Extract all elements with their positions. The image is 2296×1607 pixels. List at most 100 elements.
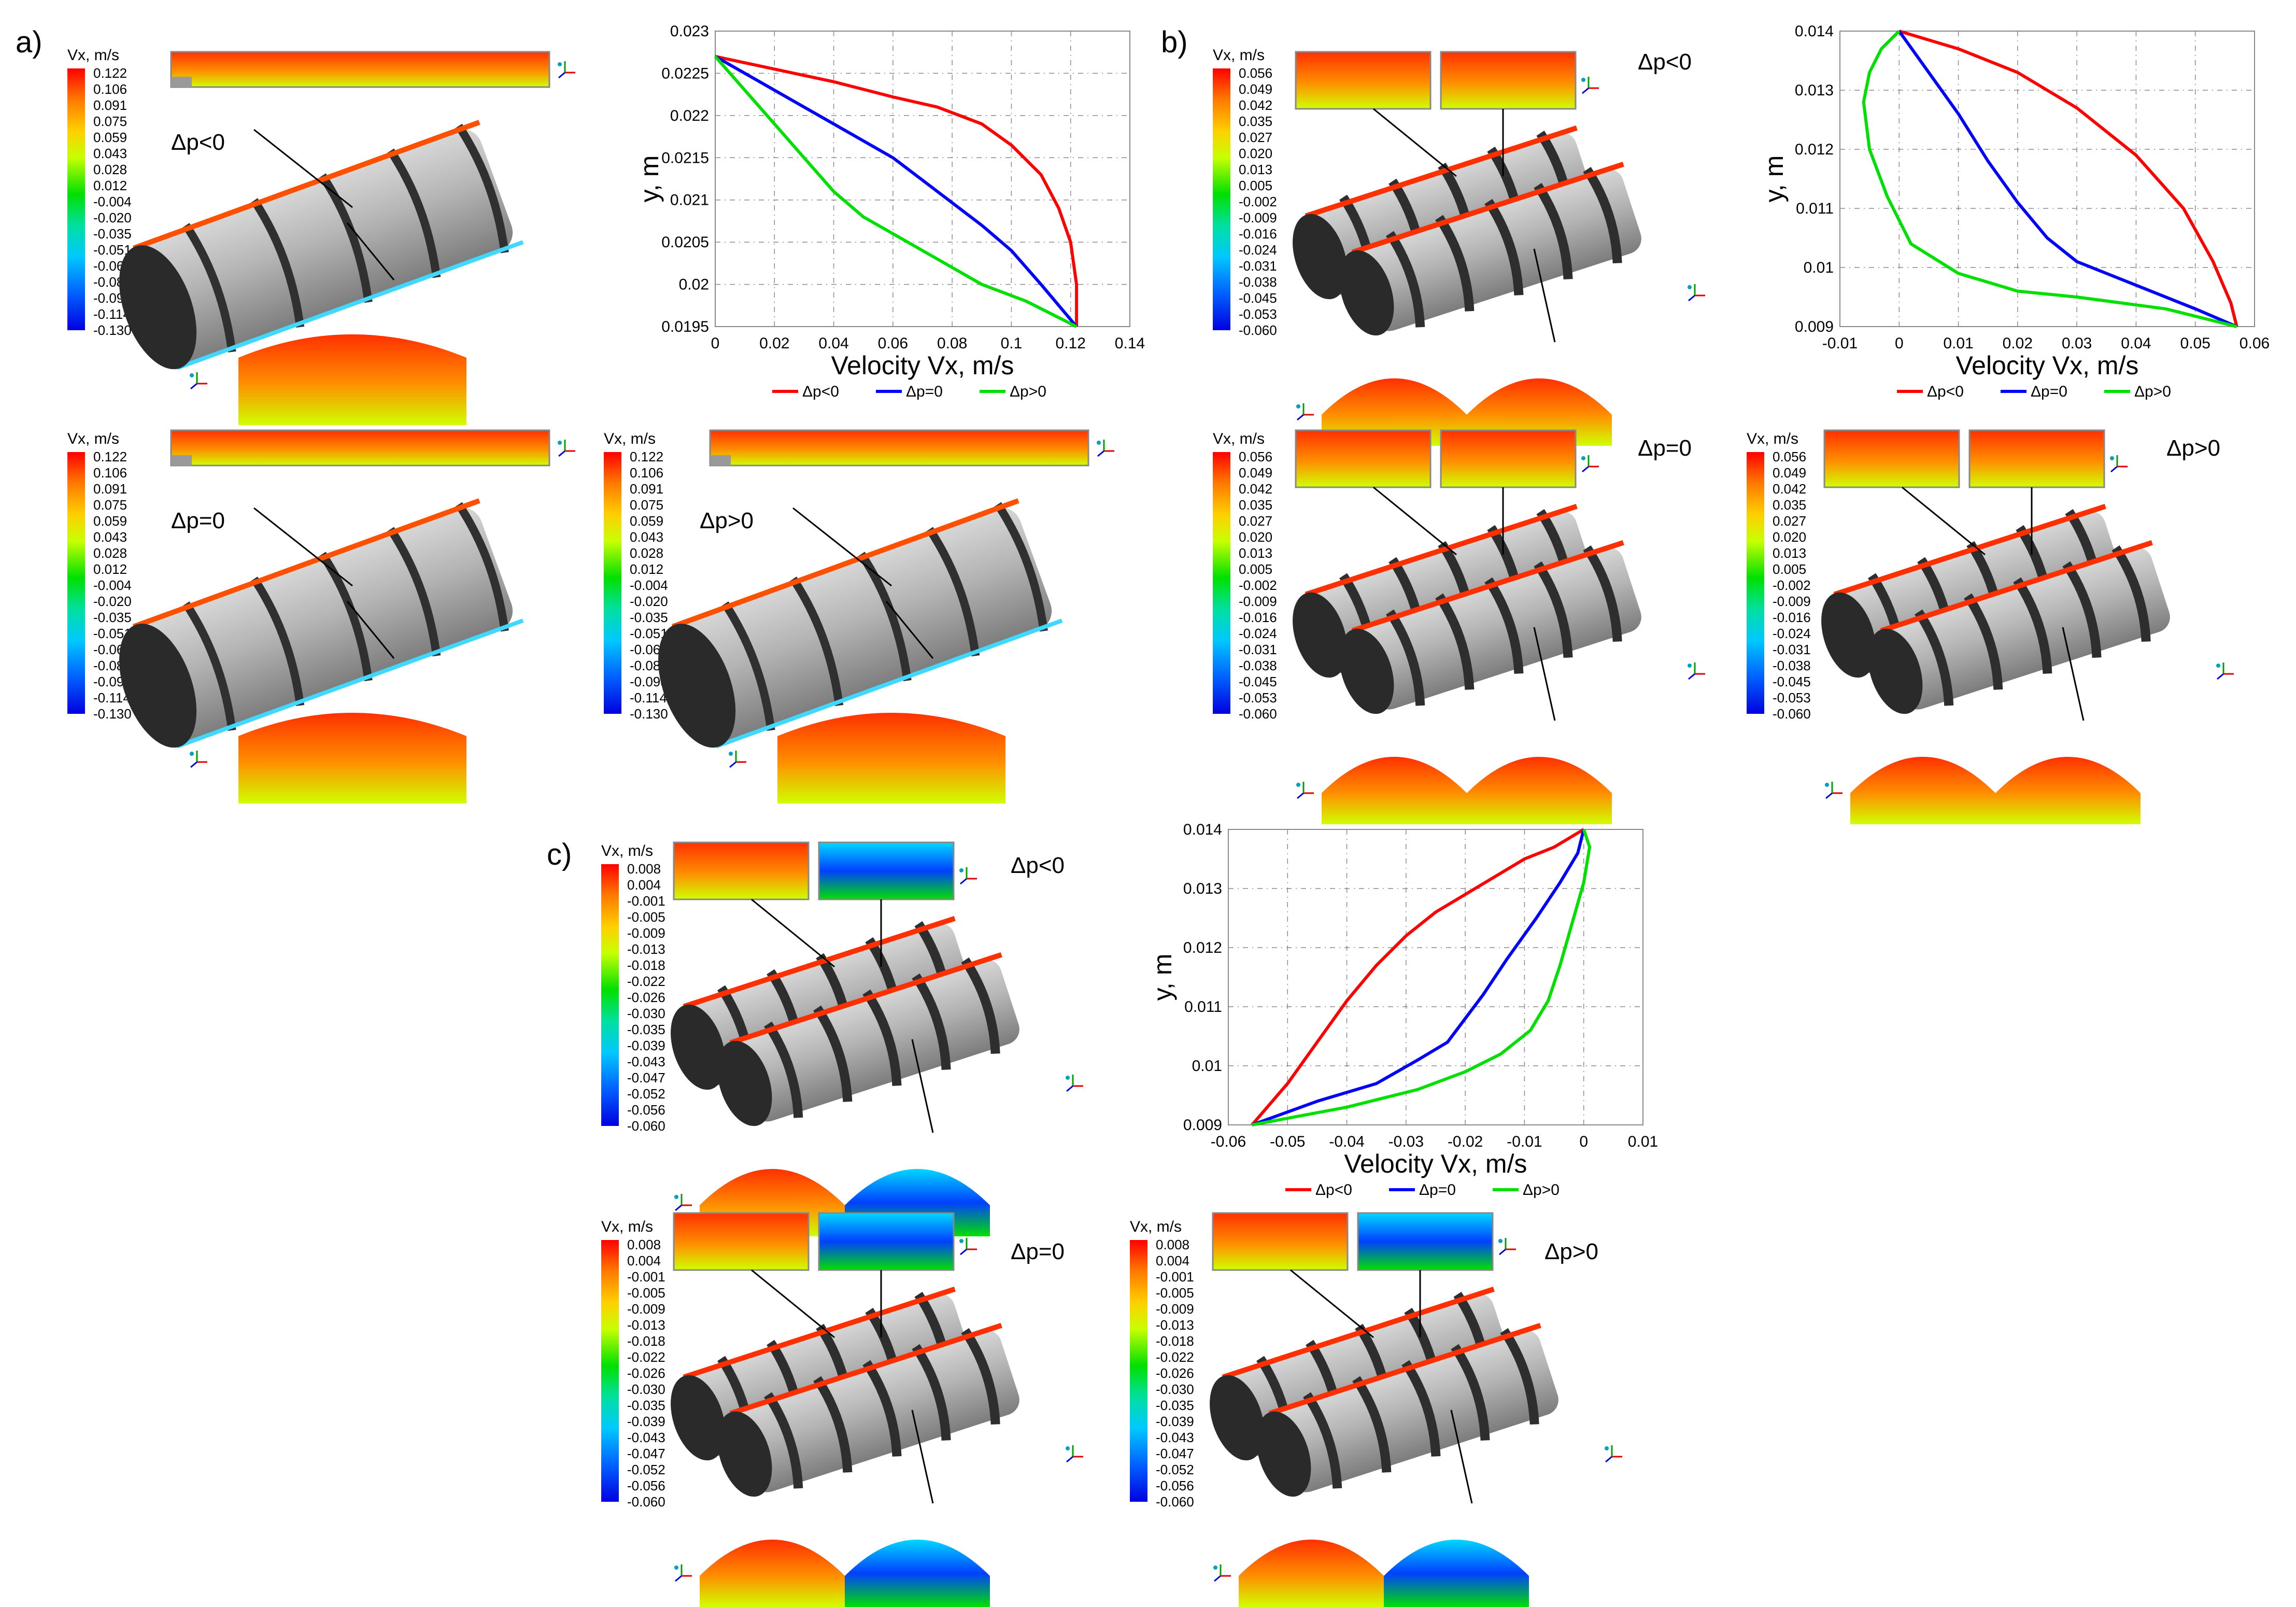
pressure-condition-label: Δp=0 [1011,1239,1065,1264]
series-line [1252,829,1592,1126]
screw-body [119,120,524,370]
colorbar-tick: -0.016 [1773,610,1811,625]
colorbar-tick: -0.039 [627,1414,665,1429]
colorbar-tick: -0.018 [1156,1333,1194,1349]
colorbar-tick: -0.030 [1156,1382,1194,1397]
colorbar-tick: -0.060 [627,1494,665,1510]
colorbar-tick: 0.027 [1239,130,1273,145]
axis-triad-icon [959,1238,977,1256]
y-tick-label: 0.012 [1183,939,1222,956]
axis-triad-icon [674,1564,692,1582]
colorbar-tick: 0.091 [630,481,664,497]
x-tick-label: -0.06 [1211,1133,1246,1150]
legend-entry: Δp>0 [1523,1181,1560,1199]
colorbar-tick: -0.031 [1239,642,1277,657]
colorbar-tick: 0.012 [93,178,127,193]
colorbar-tick: -0.005 [627,1285,665,1301]
series-line [1898,30,2238,327]
legend-entry: Δp>0 [2134,383,2171,400]
colorbar-tick: 0.106 [93,81,127,97]
colorbar-tick: 0.028 [93,162,127,177]
colorbar-title: Vx, m/s [601,1218,654,1235]
colorbar-tick: -0.060 [627,1118,665,1134]
colorbar-tick: -0.009 [1239,210,1277,225]
colorbar-tick: 0.042 [1239,481,1273,497]
x-tick-label: 0.1 [1001,335,1023,352]
y-tick-label: 0.0205 [661,234,709,251]
colorbar-tick: -0.005 [1156,1285,1194,1301]
x-tick-label: 0 [1579,1133,1588,1150]
colorbar-tick: 0.091 [93,481,127,497]
colorbar-tick: -0.026 [627,1365,665,1381]
velocity-profile-chart-c: -0.06 -0.05 -0.04 -0.03 -0.02 -0.01 0 0.01 0.009… [1148,821,1658,1199]
twin-cross-section-left [1850,757,1995,824]
colorbar-tick: 0.013 [1239,162,1273,177]
colorbar-tick: -0.060 [1156,1494,1194,1510]
colorbar-tick: -0.001 [627,1269,665,1285]
colorbar-tick: 0.122 [93,65,127,81]
x-tick-label: 0.02 [2003,335,2033,352]
colorbar-tick: 0.005 [1239,561,1273,577]
colorbar-tick: 0.043 [93,529,127,545]
series-line [714,55,1078,328]
axis-triad-icon [1581,455,1599,473]
colorbar-tick: -0.056 [627,1102,665,1118]
series-line [1251,828,1585,1126]
channel-cross-section-left [1295,51,1432,110]
colorbar-tick: 0.059 [93,130,127,145]
colorbar-tick: 0.012 [93,561,127,577]
colorbar-tick: 0.049 [1239,465,1273,481]
colorbar-tick: -0.026 [627,990,665,1005]
colorbar-tick: 0.056 [1239,449,1273,464]
x-tick-label: -0.03 [1388,1133,1424,1150]
colorbar-tick: -0.051 [630,626,668,641]
annular-cross-section [777,713,1005,804]
x-tick-label: 0.14 [1115,335,1145,352]
colorbar-tick: -0.130 [93,706,132,722]
twin-screw-render [671,1212,1083,1607]
colorbar-tick: 0.035 [1773,497,1807,513]
channel-cross-section [170,51,550,88]
panel-label-b: b) [1161,25,1188,59]
colorbar-tick: -0.020 [630,594,668,609]
colorbar-tick: 0.043 [93,146,127,161]
colorbar-tick: 0.020 [1239,529,1273,545]
colorbar-tick: -0.035 [630,610,668,625]
y-tick-label: 0.009 [1795,318,1834,335]
series-line [714,55,1078,328]
x-tick-label: 0.08 [937,335,967,352]
colorbar-gradient [1747,452,1764,714]
colorbar-tick: -0.031 [1773,642,1811,657]
colorbar-title: Vx, m/s [67,430,120,447]
colorbar-tick: 0.106 [630,465,664,481]
colorbar-tick: -0.039 [627,1038,665,1053]
y-axis-label: y, m [1148,954,1177,1001]
colorbar-tick: -0.056 [627,1478,665,1493]
x-tick-label: -0.04 [1329,1133,1364,1150]
colorbar-tick: 0.075 [93,114,127,129]
axis-triad-icon [959,867,977,885]
twin-screw-render [1821,429,2234,824]
x-tick-label: 0.03 [2062,335,2092,352]
colorbar-tick: -0.039 [1156,1414,1194,1429]
colorbar-gradient [601,1240,619,1502]
colorbar-tick: -0.052 [1156,1462,1194,1477]
twin-screw-render [1293,51,1705,446]
colorbar-tick: -0.053 [1239,690,1277,706]
channel-cross-section-right [1440,429,1577,488]
x-tick-label: 0.04 [818,335,848,352]
series-line [715,54,1079,327]
colorbar-tick: -0.043 [627,1054,665,1069]
y-tick-label: 0.013 [1795,82,1834,99]
colorbar-title: Vx, m/s [601,842,654,859]
legend-entry: Δp=0 [2031,383,2067,400]
axis-triad-icon [1097,440,1114,457]
axis-triad-icon [1296,403,1314,421]
colorbar-tick: -0.030 [627,1382,665,1397]
colorbar-tick: 0.042 [1773,481,1807,497]
colorbar-tick: 0.059 [93,513,127,529]
colorbar-tick: -0.002 [1239,577,1277,593]
colorbar-tick: -0.056 [1156,1478,1194,1493]
y-tick-label: 0.013 [1183,880,1222,897]
channel-cross-section-right [818,841,955,900]
